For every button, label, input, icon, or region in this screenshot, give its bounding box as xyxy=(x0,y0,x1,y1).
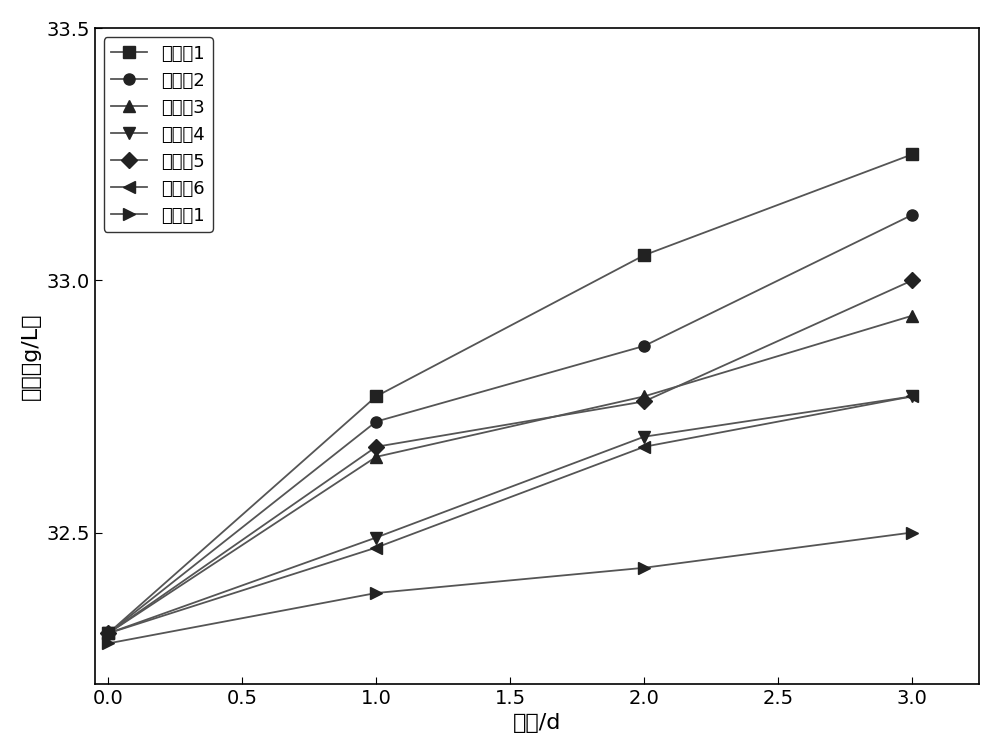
实施例2 xyxy=(102,629,114,638)
实施例1 xyxy=(906,150,918,159)
实施例4 xyxy=(370,533,382,542)
实施例6 xyxy=(370,543,382,552)
Legend: 实施例1, 实施例2, 实施例3, 实施例4, 实施例5, 实施例6, 对比例1: 实施例1, 实施例2, 实施例3, 实施例4, 实施例5, 实施例6, 对比例1 xyxy=(104,38,213,232)
对比例1 xyxy=(906,528,918,537)
实施例1 xyxy=(102,629,114,638)
实施例3 xyxy=(638,392,650,401)
实施例4 xyxy=(638,432,650,441)
实施例6 xyxy=(906,392,918,401)
实施例4 xyxy=(906,392,918,401)
实施例2 xyxy=(370,417,382,426)
对比例1 xyxy=(638,563,650,572)
实施例3 xyxy=(102,629,114,638)
实施例3 xyxy=(906,311,918,320)
Line: 实施例4: 实施例4 xyxy=(103,391,918,639)
实施例5 xyxy=(638,397,650,406)
实施例2 xyxy=(638,342,650,351)
实施例2 xyxy=(906,210,918,219)
对比例1 xyxy=(102,639,114,648)
Line: 实施例1: 实施例1 xyxy=(103,149,918,639)
实施例4 xyxy=(102,629,114,638)
实施例6 xyxy=(638,443,650,452)
实施例1 xyxy=(638,250,650,259)
Line: 实施例5: 实施例5 xyxy=(103,275,918,639)
实施例5 xyxy=(102,629,114,638)
X-axis label: 时间/d: 时间/d xyxy=(513,713,561,733)
Line: 对比例1: 对比例1 xyxy=(103,527,918,649)
实施例1 xyxy=(370,392,382,401)
Line: 实施例2: 实施例2 xyxy=(103,210,918,639)
Y-axis label: 干重（g/L）: 干重（g/L） xyxy=(21,312,41,400)
实施例3 xyxy=(370,452,382,461)
Line: 实施例3: 实施例3 xyxy=(103,310,918,639)
实施例6 xyxy=(102,629,114,638)
实施例5 xyxy=(906,276,918,285)
实施例5 xyxy=(370,443,382,452)
Line: 实施例6: 实施例6 xyxy=(103,391,918,639)
对比例1 xyxy=(370,588,382,597)
